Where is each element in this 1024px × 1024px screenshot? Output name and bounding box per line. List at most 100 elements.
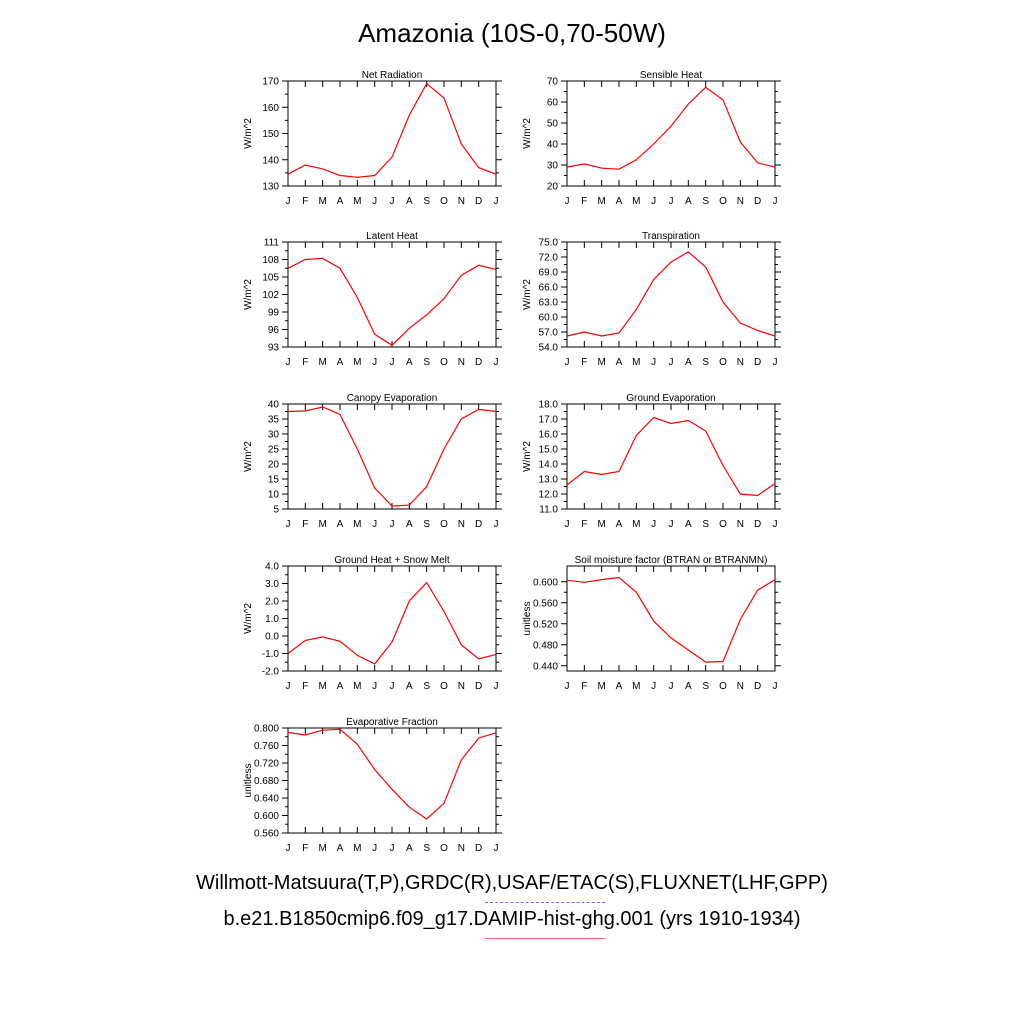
legend-observations-label: Willmott-Matsuura(T,P),GRDC(R),USAF/ETAC…	[196, 872, 828, 894]
x-tick-label: N	[458, 843, 465, 854]
x-tick-label: M	[597, 681, 605, 692]
x-tick-label: S	[423, 843, 430, 854]
x-tick-label: F	[302, 196, 308, 207]
y-axis-label: W/m^2	[243, 118, 254, 149]
y-tick-label: 72.0	[539, 253, 559, 264]
x-tick-label: J	[494, 196, 499, 207]
x-tick-label: J	[773, 681, 778, 692]
x-tick-label: J	[565, 357, 570, 368]
y-tick-label: 130	[262, 182, 279, 193]
x-tick-label: J	[651, 519, 656, 530]
x-tick-label: D	[475, 681, 482, 692]
x-tick-label: M	[353, 196, 361, 207]
x-tick-label: D	[475, 357, 482, 368]
x-tick-label: S	[423, 196, 430, 207]
y-tick-label: 30	[547, 161, 559, 172]
y-tick-label: 1.0	[265, 614, 279, 625]
x-tick-label: D	[754, 357, 761, 368]
x-tick-label: J	[372, 681, 377, 692]
x-tick-label: J	[372, 519, 377, 530]
series-line	[287, 581, 497, 665]
plot-frame	[287, 80, 497, 187]
x-tick-label: N	[737, 357, 744, 368]
panel-title: Soil moisture factor (BTRAN or BTRANMN)	[575, 555, 768, 566]
y-tick-label: 60.0	[539, 313, 559, 324]
x-tick-label: J	[390, 196, 395, 207]
x-tick-label: F	[302, 519, 308, 530]
x-tick-label: O	[440, 196, 448, 207]
x-tick-label: N	[458, 196, 465, 207]
y-tick-label: 0.600	[254, 811, 279, 822]
x-tick-label: O	[719, 357, 727, 368]
x-tick-label: J	[494, 681, 499, 692]
x-tick-label: S	[702, 196, 709, 207]
x-tick-label: S	[423, 519, 430, 530]
x-tick-label: J	[286, 681, 291, 692]
y-tick-label: 60	[547, 98, 559, 109]
y-tick-label: 13.0	[539, 475, 559, 486]
x-tick-label: M	[353, 843, 361, 854]
x-tick-label: S	[423, 357, 430, 368]
x-tick-label: N	[737, 519, 744, 530]
x-tick-label: M	[318, 519, 326, 530]
y-tick-label: 18.0	[539, 400, 559, 411]
y-tick-label: 111	[264, 238, 280, 249]
y-tick-label: 40	[268, 400, 280, 411]
x-tick-label: A	[616, 357, 623, 368]
y-axis-label: W/m^2	[522, 441, 533, 472]
x-tick-label: O	[719, 681, 727, 692]
x-tick-label: D	[754, 681, 761, 692]
x-tick-label: A	[337, 357, 344, 368]
y-tick-label: -2.0	[262, 667, 280, 678]
x-tick-label: M	[597, 196, 605, 207]
y-tick-label: 0.800	[254, 724, 279, 735]
x-tick-label: A	[616, 196, 623, 207]
y-tick-label: 57.0	[539, 328, 559, 339]
x-tick-label: F	[302, 681, 308, 692]
x-tick-label: S	[702, 519, 709, 530]
x-tick-label: J	[565, 681, 570, 692]
plot-frame	[566, 241, 776, 348]
y-axis-label: W/m^2	[522, 118, 533, 149]
x-tick-label: A	[406, 519, 413, 530]
y-tick-label: 54.0	[539, 343, 559, 354]
x-tick-label: A	[406, 681, 413, 692]
x-tick-label: F	[581, 357, 587, 368]
x-tick-label: A	[406, 196, 413, 207]
panel-title: Canopy Evaporation	[347, 393, 438, 404]
x-tick-label: J	[286, 357, 291, 368]
x-tick-label: M	[318, 681, 326, 692]
x-tick-label: J	[390, 519, 395, 530]
x-tick-label: J	[286, 843, 291, 854]
x-tick-label: J	[390, 681, 395, 692]
y-tick-label: 150	[262, 129, 279, 140]
x-tick-label: J	[390, 843, 395, 854]
x-tick-label: M	[632, 196, 640, 207]
y-axis-label: unitless	[243, 764, 254, 798]
y-tick-label: 160	[262, 103, 279, 114]
y-tick-label: 15.0	[539, 445, 559, 456]
x-tick-label: A	[616, 681, 623, 692]
y-tick-label: 0.560	[254, 829, 279, 840]
plot-frame	[287, 241, 497, 348]
x-tick-label: D	[754, 196, 761, 207]
x-tick-label: J	[651, 357, 656, 368]
y-tick-label: 12.0	[539, 490, 559, 501]
x-tick-label: O	[440, 843, 448, 854]
y-tick-label: 105	[262, 273, 279, 284]
series-line	[287, 257, 497, 347]
panel-title: Latent Heat	[366, 231, 418, 242]
series-line	[566, 576, 776, 663]
x-tick-label: J	[773, 357, 778, 368]
y-tick-label: 75.0	[539, 238, 559, 249]
y-tick-label: 10	[268, 490, 280, 501]
y-tick-label: 170	[262, 77, 279, 88]
x-tick-label: O	[440, 519, 448, 530]
plot-frame	[287, 403, 497, 510]
x-tick-label: D	[475, 196, 482, 207]
y-tick-label: 0.440	[533, 661, 558, 672]
x-tick-label: A	[685, 196, 692, 207]
